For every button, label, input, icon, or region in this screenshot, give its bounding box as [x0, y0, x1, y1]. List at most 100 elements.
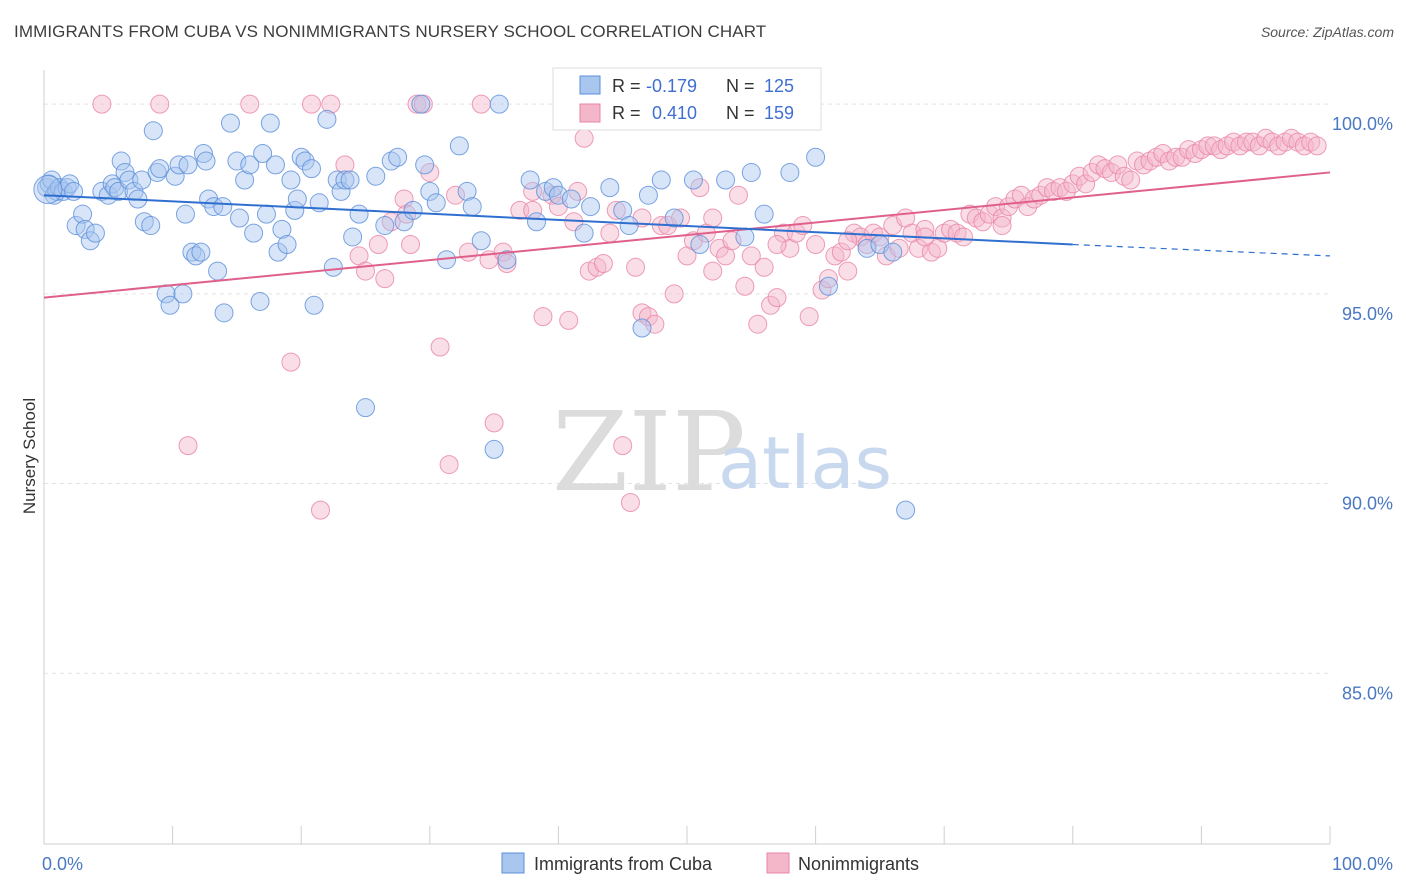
scatter-point: [208, 261, 228, 281]
scatter-point: [160, 295, 180, 315]
scatter-point: [651, 170, 671, 190]
scatter-point: [1172, 147, 1192, 167]
scatter-point: [664, 208, 684, 228]
scatter-point: [134, 212, 154, 232]
scatter-point: [33, 175, 63, 205]
scatter-point: [1024, 189, 1044, 209]
stats-swatch-cuba: [579, 75, 601, 95]
legend-item-cuba[interactable]: Immigrants from Cuba: [501, 852, 713, 874]
scatter-point: [253, 143, 273, 163]
scatter-point: [213, 197, 233, 217]
scatter-point: [999, 197, 1018, 217]
stats-r-value-cuba: -0.179: [646, 76, 697, 96]
scatter-point: [581, 197, 601, 217]
scatter-point: [973, 212, 993, 232]
scatter-point: [722, 231, 742, 251]
legend-swatch-cuba: [501, 852, 525, 874]
scatter-point: [664, 284, 684, 304]
scatter-point: [186, 246, 206, 266]
stats-n-label-non: N =: [726, 103, 755, 123]
scatter-point: [520, 170, 540, 190]
scatter-point: [403, 200, 423, 220]
scatter-point: [277, 235, 297, 255]
scatter-point: [806, 147, 826, 167]
chart-source: Source: ZipAtlas.com: [1260, 24, 1394, 40]
scatter-point: [235, 170, 255, 190]
scatter-point: [818, 276, 838, 296]
scatter-point: [889, 238, 909, 258]
scatter-point: [559, 310, 579, 330]
scatter-point: [1108, 155, 1128, 175]
scatter-point: [1050, 178, 1070, 198]
scatter-point: [741, 246, 761, 266]
scatter-point: [1191, 140, 1211, 160]
scatter-point: [446, 185, 466, 205]
stats-r-label-cuba: R =: [612, 76, 641, 96]
scatter-point: [484, 413, 504, 433]
trend-line-cuba-extension: [1072, 243, 1331, 257]
scatter-point: [1153, 143, 1173, 163]
y-tick-label: 100.0%: [1332, 114, 1393, 134]
scatter-point: [735, 276, 755, 296]
scatter-point: [632, 303, 652, 323]
scatter-point: [812, 280, 832, 300]
chart-title: IMMIGRANTS FROM CUBA VS NONIMMIGRANTS NU…: [14, 22, 767, 41]
scatter-point: [397, 204, 417, 224]
scatter-point: [471, 94, 491, 114]
scatter-point: [462, 197, 482, 217]
scatter-point: [947, 223, 967, 243]
scatter-point: [310, 500, 330, 520]
scatter-point: [600, 178, 620, 198]
scatter-point: [191, 242, 211, 262]
scatter-point: [548, 185, 568, 205]
scatter-point: [838, 261, 858, 281]
stats-swatch-non: [579, 103, 601, 123]
scatter-point: [703, 261, 723, 281]
stats-n-value-non: 159: [764, 103, 794, 123]
scatter-point: [175, 204, 195, 224]
scatter-point: [992, 208, 1012, 228]
scatter-point: [281, 352, 301, 372]
scatter-point: [1095, 159, 1115, 179]
scatter-point: [1249, 136, 1269, 156]
scatter-point: [214, 303, 234, 323]
scatter-point: [497, 250, 517, 270]
scatter-point: [323, 257, 343, 277]
scatter-point: [748, 314, 768, 334]
scatter-point: [683, 170, 703, 190]
stats-n-label-cuba: N =: [726, 76, 755, 96]
scatter-point: [593, 254, 613, 273]
scatter-point: [620, 493, 640, 513]
scatter-point: [953, 227, 973, 247]
y-tick-label: 85.0%: [1342, 683, 1393, 703]
watermark: ZIP atlas: [552, 388, 892, 516]
scatter-point: [150, 159, 170, 179]
scatter-point: [132, 170, 152, 190]
scatter-point: [92, 94, 112, 114]
scatter-point: [381, 151, 401, 171]
scatter-point: [638, 185, 658, 205]
scatter-point: [716, 170, 736, 190]
scatter-point: [295, 151, 315, 171]
scatter-point: [690, 235, 710, 255]
scatter-point: [1307, 136, 1327, 156]
x-axis-tick-labels: 0.0% 100.0%: [42, 854, 1393, 874]
scatter-point: [1146, 147, 1166, 167]
scatter-point: [415, 155, 435, 175]
scatter-point: [908, 238, 928, 258]
scatter-point: [411, 94, 431, 114]
scatter-point: [831, 242, 851, 262]
scatter-point: [1243, 132, 1263, 152]
scatter-point: [92, 181, 112, 201]
scatter-point: [992, 216, 1012, 236]
scatter-point: [178, 155, 198, 175]
scatter-point: [838, 231, 858, 251]
scatter-point: [754, 204, 774, 224]
scatter-point: [806, 235, 826, 255]
scatter-point: [430, 337, 450, 357]
scatter-point: [1082, 162, 1102, 182]
legend-item-nonimmigrants[interactable]: Nonimmigrants: [766, 852, 919, 874]
scatter-point: [375, 269, 395, 289]
scatter-point: [799, 307, 819, 327]
scatter-point: [632, 318, 652, 338]
